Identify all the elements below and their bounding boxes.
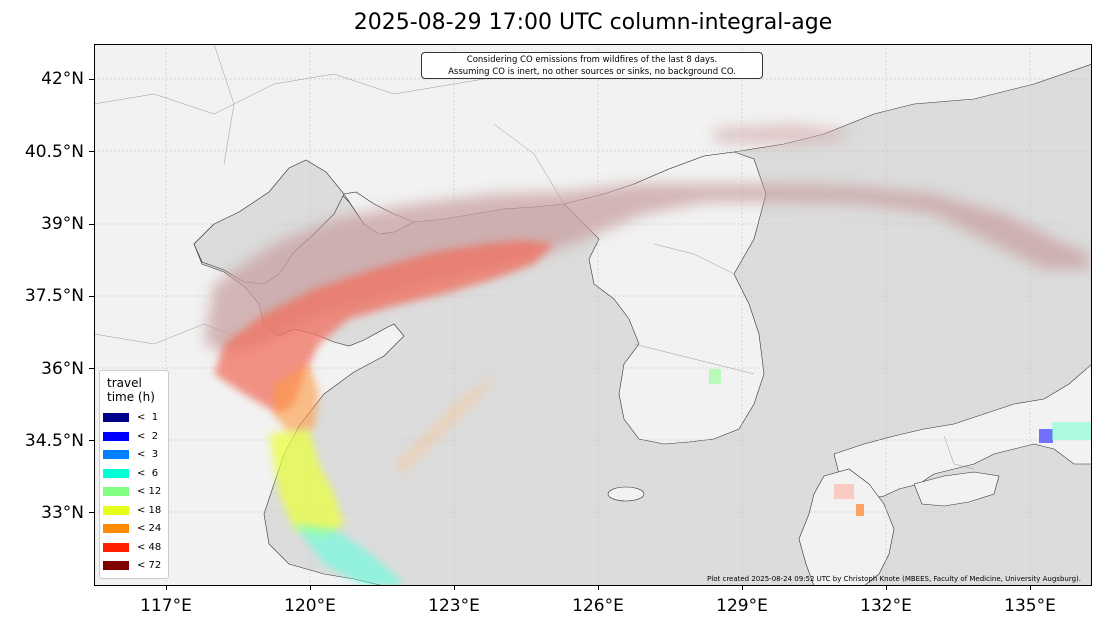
legend-title: travel time (h) xyxy=(107,376,155,404)
co-hotspots-japan xyxy=(709,369,1092,516)
legend-item: < 12 xyxy=(103,485,167,499)
info-line-2: Assuming CO is inert, no other sources o… xyxy=(448,67,736,77)
admin-borders xyxy=(94,44,975,470)
lon-label: 120°E xyxy=(284,596,336,616)
legend-item: < 72 xyxy=(103,559,167,573)
legend-label: < 48 xyxy=(137,541,162,553)
lat-label: 34.5°N xyxy=(24,431,84,451)
legend-swatch xyxy=(103,413,129,422)
legend-swatch xyxy=(103,468,129,478)
lat-label: 39°N xyxy=(41,214,84,234)
land-kyushu xyxy=(798,468,895,586)
lon-label: 129°E xyxy=(716,596,768,616)
jeju-island xyxy=(607,486,645,502)
lat-label: 40.5°N xyxy=(24,142,84,162)
legend-label: < 18 xyxy=(137,504,162,516)
lat-tick xyxy=(89,296,94,297)
map-area xyxy=(94,44,1092,586)
lon-tick xyxy=(166,585,167,590)
lat-tick xyxy=(89,440,94,441)
lon-label: 117°E xyxy=(140,596,192,616)
lon-tick xyxy=(886,585,887,590)
lon-tick xyxy=(1030,585,1031,590)
info-box: Considering CO emissions from wildfires … xyxy=(421,52,763,79)
lon-label: 123°E xyxy=(428,596,480,616)
lon-label: 135°E xyxy=(1004,596,1056,616)
info-line-1: Considering CO emissions from wildfires … xyxy=(466,55,718,65)
legend-swatch xyxy=(103,542,129,552)
co-plume-24h xyxy=(274,364,494,474)
legend-swatch xyxy=(103,431,129,441)
lon-tick xyxy=(310,585,311,590)
lat-label: 33°N xyxy=(41,503,84,523)
land-japan xyxy=(833,363,1092,500)
legend-swatch xyxy=(103,487,129,496)
co-plume-old xyxy=(204,124,1089,354)
lat-tick xyxy=(89,224,94,225)
co-plume-18h xyxy=(269,429,344,539)
lat-tick xyxy=(89,368,94,369)
lat-tick xyxy=(89,512,94,513)
legend-swatch xyxy=(103,561,129,570)
legend-swatch xyxy=(103,524,129,533)
credit-text: Plot created 2025-08-24 09:52 UTC by Chr… xyxy=(707,575,1081,583)
lon-tick xyxy=(454,585,455,590)
legend-item: < 1 xyxy=(103,411,167,425)
lat-tick xyxy=(89,151,94,152)
lon-label: 132°E xyxy=(860,596,912,616)
lon-label: 126°E xyxy=(572,596,624,616)
legend-label: < 6 xyxy=(137,467,159,479)
land-shikoku xyxy=(913,471,1000,507)
legend-item: < 48 xyxy=(103,541,167,555)
legend-label: < 2 xyxy=(137,430,159,442)
legend-label: < 12 xyxy=(137,486,162,497)
legend-item: < 3 xyxy=(103,448,167,462)
legend-item: < 18 xyxy=(103,504,167,518)
legend-item: < 2 xyxy=(103,430,167,444)
lat-tick xyxy=(89,79,94,80)
map-canvas xyxy=(94,44,1092,586)
legend-swatch xyxy=(103,505,129,515)
legend-item: < 6 xyxy=(103,467,167,481)
legend: travel time (h) < 1 < 2 < 3 < 6 < 12 < 1… xyxy=(99,370,169,579)
co-plume-6h xyxy=(294,524,404,586)
lon-tick xyxy=(742,585,743,590)
legend-label: < 24 xyxy=(137,523,162,534)
legend-label: < 3 xyxy=(137,449,159,460)
lon-tick xyxy=(598,585,599,590)
lat-label: 36°N xyxy=(41,359,84,379)
legend-label: < 72 xyxy=(137,560,162,571)
legend-item: < 24 xyxy=(103,522,167,536)
legend-title-line-2: time (h) xyxy=(107,390,155,404)
lat-label: 42°N xyxy=(41,69,84,89)
legend-label: < 1 xyxy=(137,412,159,423)
legend-swatch xyxy=(103,450,129,459)
map-title: 2025-08-29 17:00 UTC column-integral-age xyxy=(353,10,833,35)
legend-title-line-1: travel xyxy=(107,376,142,390)
lat-label: 37.5°N xyxy=(24,286,84,306)
